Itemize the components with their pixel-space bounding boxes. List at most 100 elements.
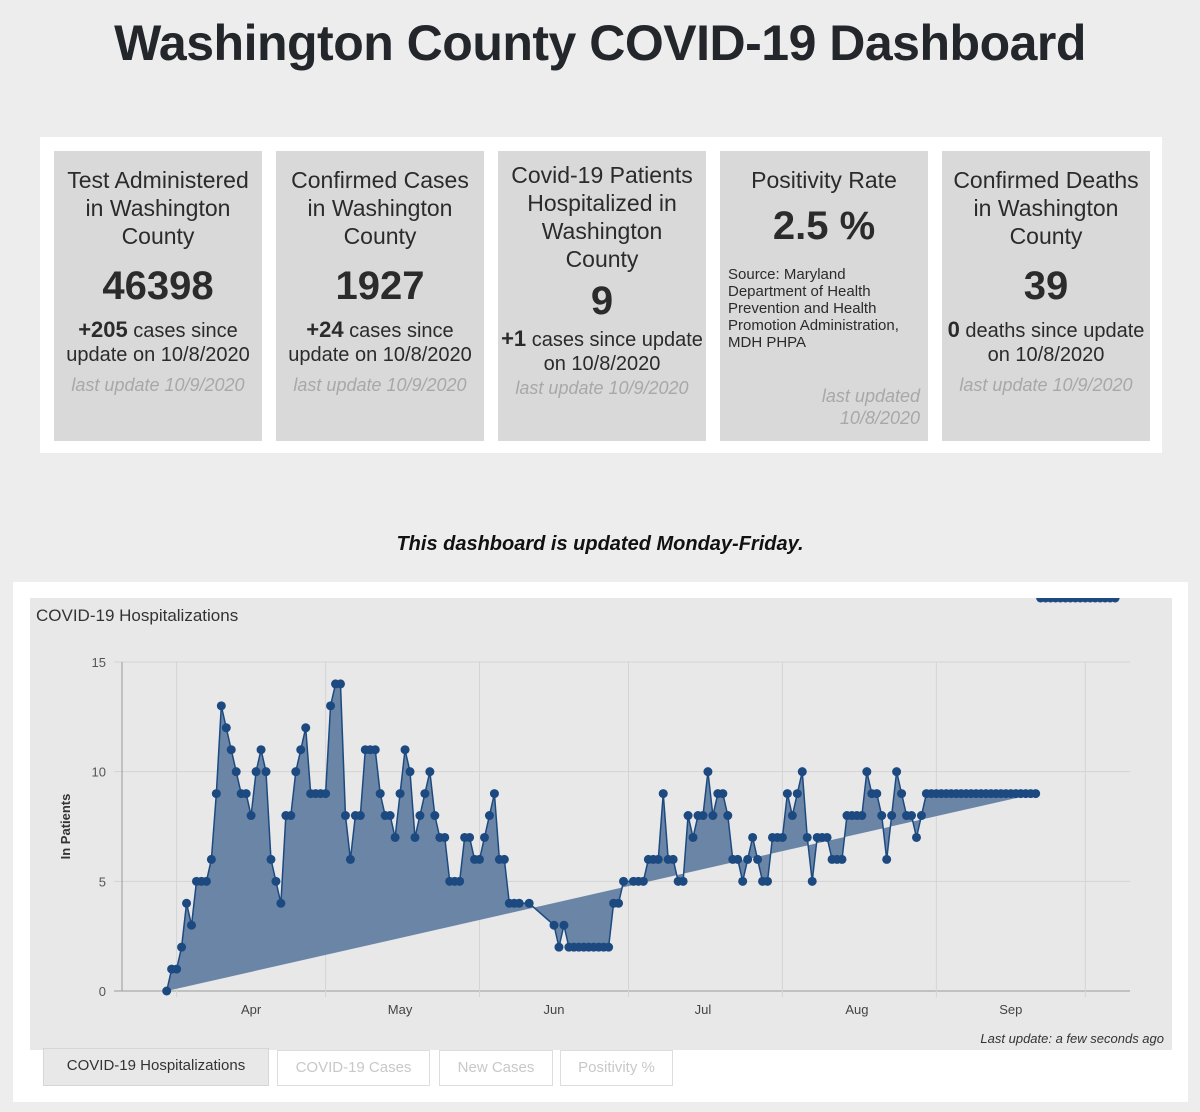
data-point bbox=[882, 854, 892, 864]
data-point bbox=[231, 767, 241, 777]
tab-cases[interactable]: COVID-19 Cases bbox=[277, 1050, 430, 1086]
series-line bbox=[165, 683, 1036, 992]
data-point bbox=[877, 811, 887, 821]
card-title: Confirmed Cases in Washington County bbox=[291, 167, 469, 249]
card-source: Source: Maryland Department of Health Pr… bbox=[728, 266, 899, 351]
data-point bbox=[211, 789, 221, 799]
data-point bbox=[395, 789, 405, 799]
data-point bbox=[251, 767, 261, 777]
delta-number: +24 bbox=[306, 317, 344, 342]
data-point bbox=[375, 789, 385, 799]
data-point bbox=[857, 811, 867, 821]
data-point bbox=[430, 811, 440, 821]
data-point bbox=[777, 832, 787, 842]
data-point bbox=[390, 832, 400, 842]
data-point bbox=[708, 811, 718, 821]
series-area bbox=[166, 683, 1036, 991]
delta-text: deaths since update on 10/8/2020 bbox=[959, 320, 1145, 366]
card-value: 1927 bbox=[335, 264, 425, 308]
data-point bbox=[763, 876, 773, 886]
card-tests: Test Administered in Washington County 4… bbox=[54, 151, 262, 441]
card-value: 9 bbox=[590, 279, 614, 323]
card-value: 46398 bbox=[102, 264, 214, 308]
data-point bbox=[822, 832, 832, 842]
x-tick-label: Aug bbox=[845, 1002, 868, 1017]
data-point bbox=[658, 789, 668, 799]
data-point bbox=[172, 964, 182, 974]
card-cases: Confirmed Cases in Washington County 192… bbox=[276, 151, 484, 441]
chart-title: COVID-19 Hospitalizations bbox=[36, 606, 239, 625]
data-point bbox=[688, 832, 698, 842]
last-update-text: Last update: a few seconds ago bbox=[980, 1031, 1164, 1046]
data-point bbox=[748, 832, 758, 842]
y-tick-label: 5 bbox=[99, 874, 106, 889]
data-point bbox=[549, 920, 559, 930]
data-point bbox=[554, 942, 564, 952]
data-point bbox=[792, 789, 802, 799]
stat-cards: Test Administered in Washington County 4… bbox=[40, 137, 1162, 453]
x-tick-label: Apr bbox=[241, 1002, 262, 1017]
data-point bbox=[489, 789, 499, 799]
data-point bbox=[559, 920, 569, 930]
data-point bbox=[604, 942, 614, 952]
delta-number: +205 bbox=[78, 317, 128, 342]
delta-text: cases since update on 10/8/2020 bbox=[66, 320, 250, 366]
y-tick-label: 15 bbox=[92, 655, 106, 670]
data-point bbox=[345, 854, 355, 864]
data-point bbox=[887, 811, 897, 821]
data-point bbox=[410, 832, 420, 842]
data-point bbox=[802, 832, 812, 842]
data-point bbox=[872, 789, 882, 799]
data-point bbox=[216, 701, 226, 711]
data-point bbox=[678, 876, 688, 886]
data-point bbox=[276, 898, 286, 908]
tab-new-cases[interactable]: New Cases bbox=[439, 1050, 553, 1086]
data-point bbox=[271, 876, 281, 886]
card-delta: +205 cases since update on 10/8/2020 bbox=[54, 318, 262, 367]
tab-hospitalizations[interactable]: COVID-19 Hospitalizations bbox=[43, 1048, 269, 1086]
y-tick-label: 0 bbox=[99, 984, 106, 999]
data-point bbox=[1110, 598, 1120, 603]
card-title: Covid-19 Patients Hospitalized in Washin… bbox=[511, 162, 693, 272]
data-point bbox=[907, 811, 917, 821]
data-point bbox=[1031, 789, 1041, 799]
y-axis-label: In Patients bbox=[58, 794, 73, 860]
data-point bbox=[698, 811, 708, 821]
data-point bbox=[355, 811, 365, 821]
x-tick-label: Sep bbox=[999, 1002, 1022, 1017]
data-point bbox=[614, 898, 624, 908]
data-point bbox=[916, 811, 926, 821]
data-point bbox=[301, 723, 311, 733]
data-point bbox=[286, 811, 296, 821]
data-point bbox=[405, 767, 415, 777]
data-point bbox=[514, 898, 524, 908]
data-point bbox=[683, 811, 693, 821]
delta-number: +1 bbox=[501, 326, 527, 351]
data-point bbox=[787, 811, 797, 821]
data-point bbox=[266, 854, 276, 864]
data-point bbox=[261, 767, 271, 777]
card-deaths: Confirmed Deaths in Washington County 39… bbox=[942, 151, 1150, 441]
card-delta: +24 cases since update on 10/8/2020 bbox=[276, 318, 484, 367]
card-updated: last update 10/9/2020 bbox=[71, 375, 245, 395]
chart-panel: COVID-19 Hospitalizations 0 5 10 15 Apr May Ju… bbox=[30, 598, 1172, 1050]
delta-text: cases since update on 10/8/2020 bbox=[526, 329, 703, 375]
card-value: 39 bbox=[1023, 264, 1069, 308]
data-point bbox=[911, 832, 921, 842]
data-point bbox=[837, 854, 847, 864]
card-title: Test Administered in Washington County bbox=[67, 167, 249, 249]
data-point bbox=[455, 876, 465, 886]
data-point bbox=[241, 789, 251, 799]
data-point bbox=[162, 986, 172, 996]
card-value: 2.5 % bbox=[772, 204, 876, 248]
data-point bbox=[703, 767, 713, 777]
data-point bbox=[370, 745, 380, 755]
data-point bbox=[668, 854, 678, 864]
y-tick-label: 10 bbox=[92, 765, 106, 780]
data-point bbox=[425, 767, 435, 777]
card-updated: last update 10/9/2020 bbox=[293, 375, 467, 395]
tab-positivity[interactable]: Positivity % bbox=[560, 1050, 673, 1086]
data-point bbox=[484, 811, 494, 821]
data-point bbox=[738, 876, 748, 886]
data-point bbox=[321, 789, 331, 799]
